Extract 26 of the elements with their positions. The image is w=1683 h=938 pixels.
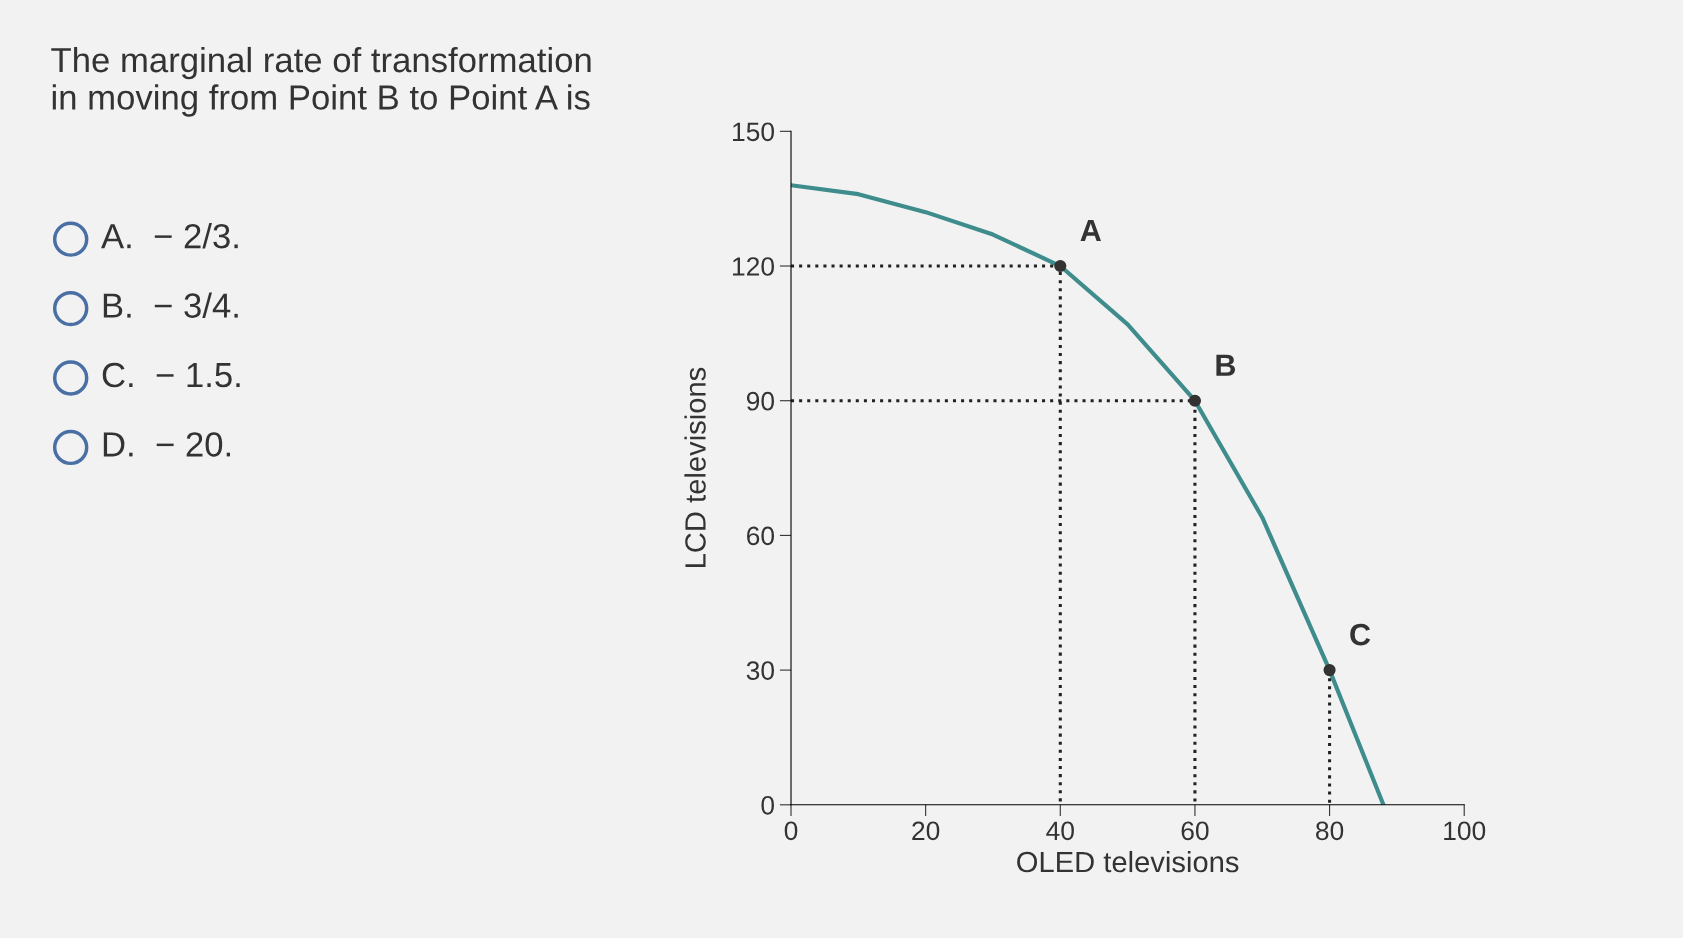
- x-tick-label: 20: [912, 821, 940, 841]
- x-tick-label: 40: [1046, 821, 1074, 841]
- x-tick-label: 0: [784, 821, 798, 841]
- line-series: [791, 183, 1386, 805]
- text: B. − 3/4.: [103, 292, 238, 318]
- x-tick-label: 60: [1181, 821, 1209, 841]
- point: [1323, 664, 1336, 677]
- y-tick-label: 120: [733, 257, 775, 276]
- x-tick-label: 80: [1316, 821, 1344, 841]
- y-tick-label: 30: [746, 661, 775, 680]
- annotation: A: [1080, 220, 1101, 242]
- y-axis-title: LCD televisions: [684, 367, 706, 567]
- y-tick-label: 90: [746, 391, 775, 411]
- y-tick-label: 0: [761, 795, 775, 815]
- annotation: B: [1216, 354, 1236, 376]
- x-tick-label: 100: [1444, 821, 1486, 841]
- y-tick-label: 150: [733, 122, 775, 142]
- point: [1188, 394, 1202, 407]
- point: [1054, 259, 1067, 273]
- text: D. − 20.: [103, 432, 231, 457]
- x-axis-title: OLED televisions: [1017, 850, 1239, 873]
- text: C. − 1.5.: [102, 362, 240, 388]
- annotation: C: [1350, 623, 1371, 646]
- text: A. − 2/3.: [101, 223, 238, 249]
- text: The marginal rate of transformation in moving from Point B to Point A is: [51, 46, 591, 117]
- y-tick-label: 60: [747, 526, 775, 546]
